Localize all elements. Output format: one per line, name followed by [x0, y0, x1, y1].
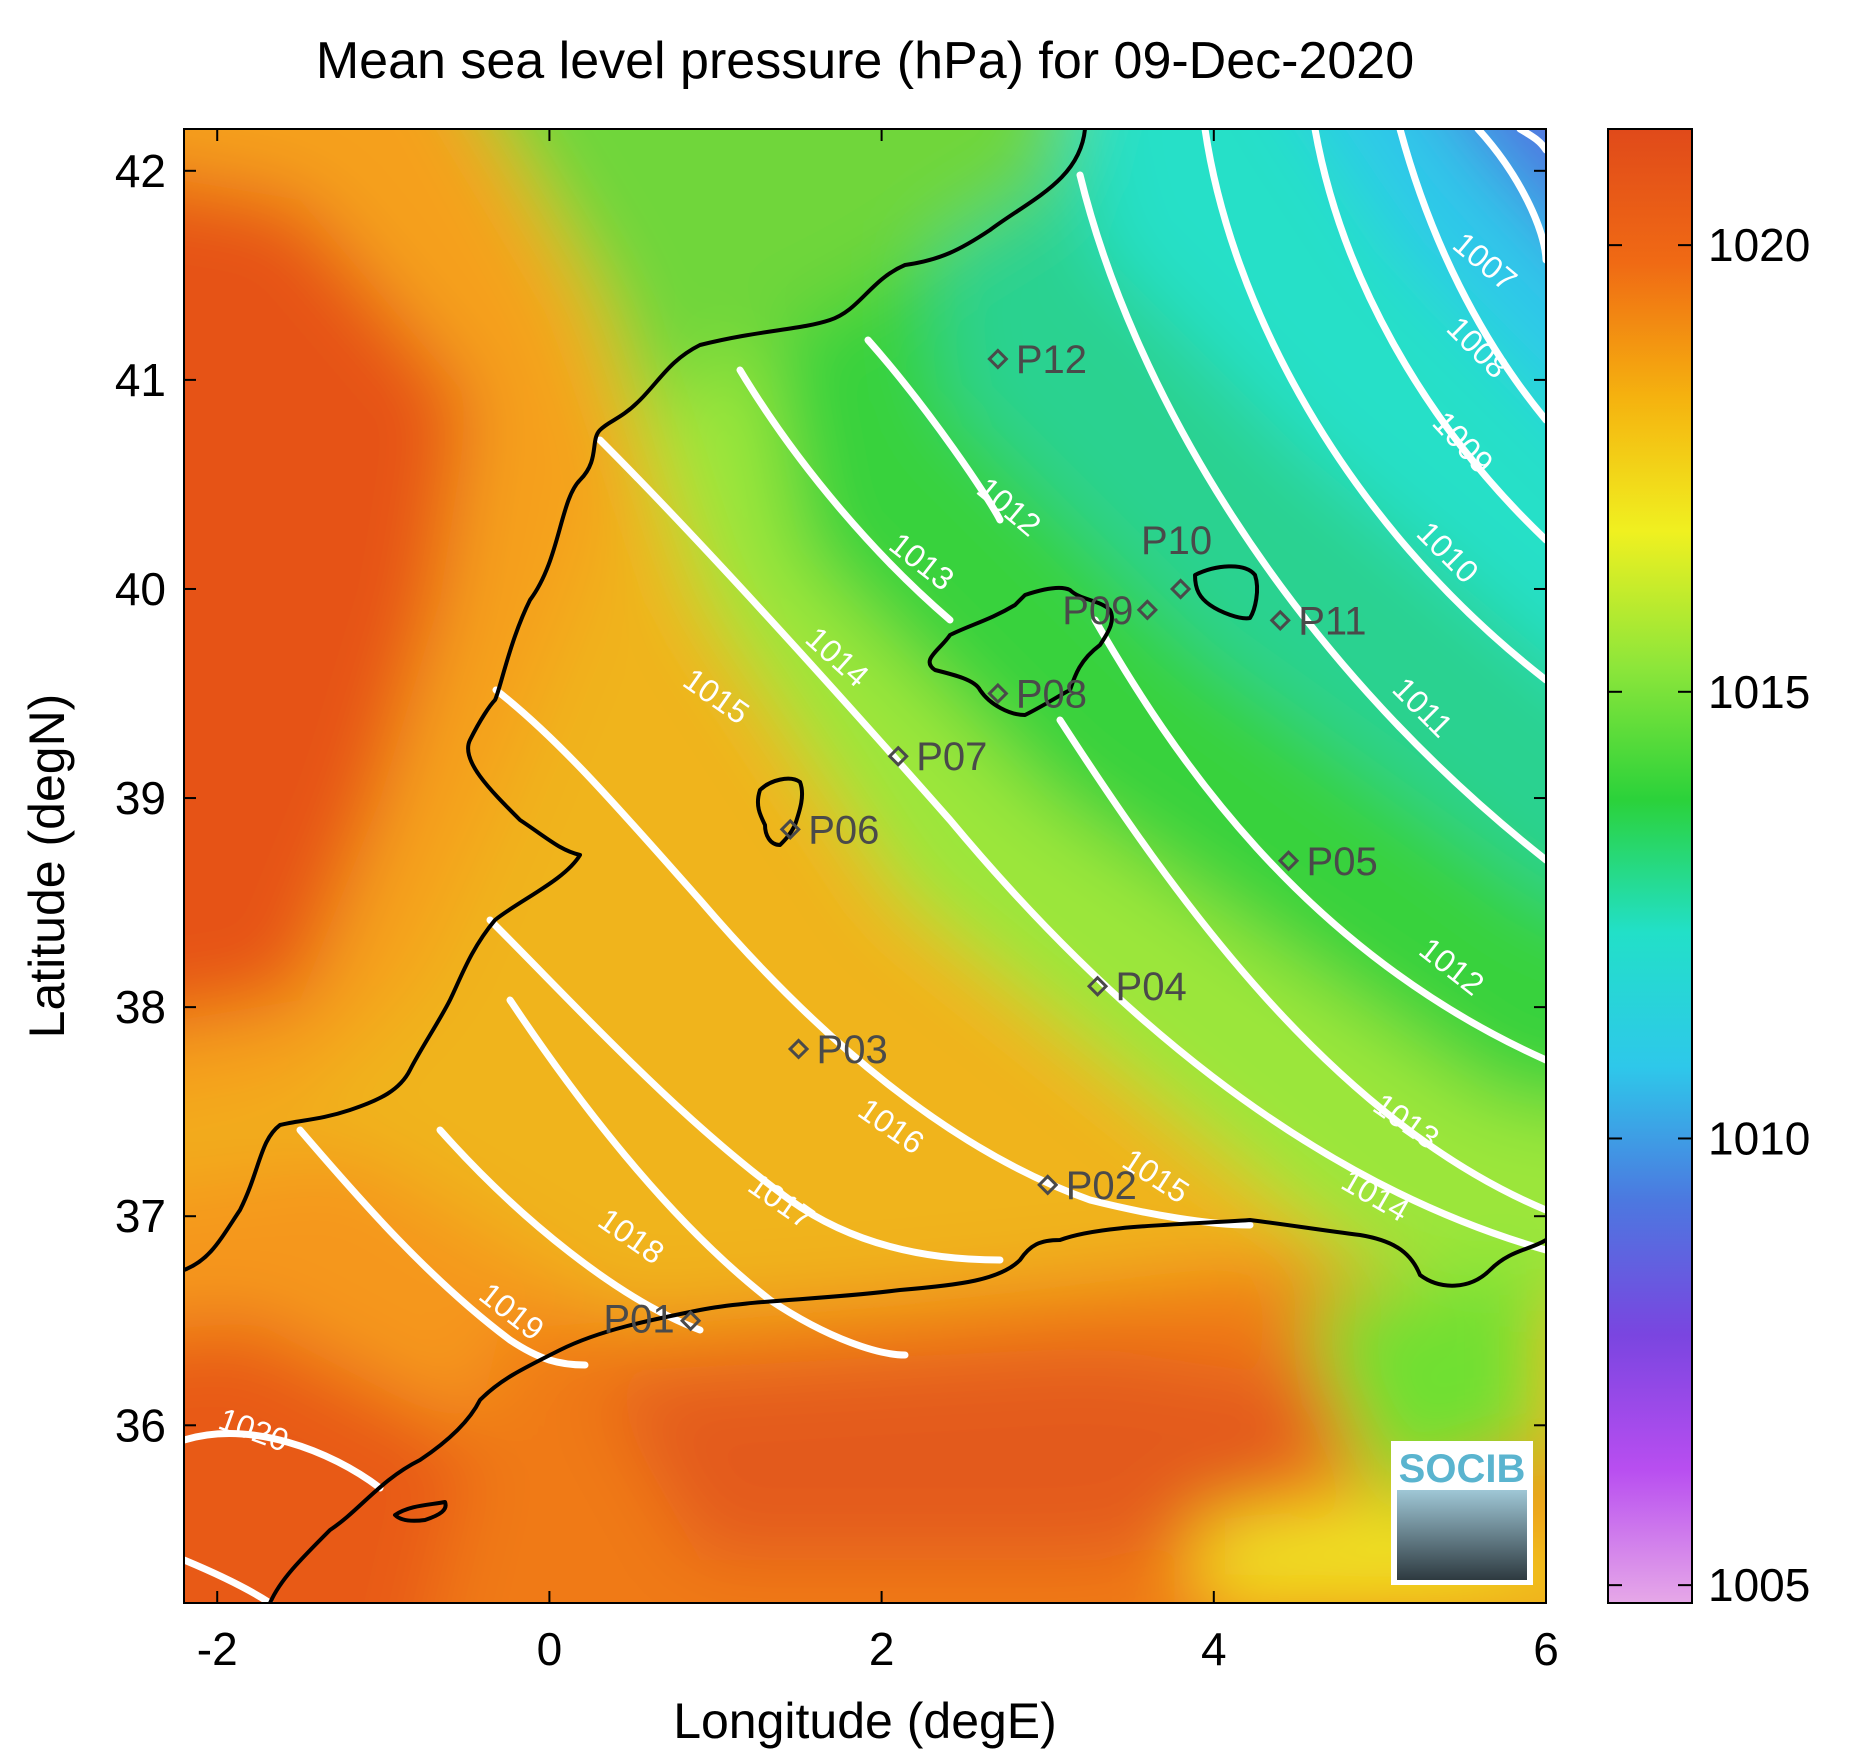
isobar-1017	[506, 996, 909, 1359]
isobar-1016	[486, 916, 1004, 1264]
isobar-1021	[184, 1556, 274, 1603]
station-label: P07	[916, 735, 987, 779]
station-marker	[1269, 609, 1291, 631]
station-label: P06	[808, 808, 879, 852]
station-marker	[987, 348, 1009, 370]
station-label: P02	[1066, 1164, 1137, 1208]
socib-logo-text: SOCIB	[1399, 1447, 1526, 1491]
isobar-contours	[184, 129, 1546, 1603]
socib-logo: SOCIB	[1391, 1441, 1533, 1585]
isobar-1012b	[1091, 616, 1546, 1064]
alboran-islet	[393, 1500, 448, 1523]
colorbar-tick-label: 1020	[1708, 219, 1810, 271]
isobar-1011	[1076, 171, 1546, 864]
station-label: P03	[817, 1028, 888, 1072]
station-marker	[1136, 599, 1158, 621]
coastlines	[184, 129, 1546, 1603]
colorbar-tick-label: 1015	[1708, 666, 1810, 718]
y-axis-label: Latitude (degN)	[19, 694, 75, 1039]
y-axis: 36 37 38 39 40 41 42	[115, 145, 1546, 1451]
isobar-1007b	[1516, 129, 1546, 154]
y-tick-label: 39	[115, 772, 166, 824]
map-title: Mean sea level pressure (hPa) for 09-Dec…	[316, 32, 1414, 90]
isobar-1013a	[736, 366, 954, 624]
station-marker	[987, 682, 1009, 705]
y-tick-label: 36	[115, 1399, 166, 1451]
colorbar: 1005 1010 1015 1020	[1607, 128, 1810, 1611]
station-marker	[1037, 1174, 1059, 1196]
isobar-1008	[1396, 129, 1546, 424]
isobar-1009	[1311, 129, 1546, 544]
isobar-1010	[1201, 129, 1546, 684]
station-marker	[1169, 578, 1192, 600]
x-tick-label: 2	[869, 1623, 895, 1675]
y-tick-label: 37	[115, 1190, 166, 1242]
isobar-1015	[492, 686, 1254, 1229]
x-axis: -2 0 2 4 6	[197, 129, 1559, 1675]
isobar-1014	[596, 436, 1546, 1254]
x-axis-label: Longitude (degE)	[673, 1693, 1057, 1749]
isobar-1020	[184, 1430, 384, 1492]
african-coast	[268, 1218, 1546, 1603]
isobar-1013b	[1056, 716, 1546, 1214]
y-tick-label: 38	[115, 981, 166, 1033]
colorbar-bar	[1607, 128, 1693, 1604]
station-marker	[779, 818, 801, 841]
y-tick-label: 40	[115, 563, 166, 615]
y-tick-label: 42	[115, 145, 166, 197]
majorca-coast	[927, 585, 1114, 717]
x-tick-label: 6	[1533, 1623, 1559, 1675]
station-marker	[1086, 975, 1109, 997]
station-label: P05	[1307, 840, 1378, 884]
station-label: P08	[1016, 673, 1087, 717]
station-marker	[787, 1038, 810, 1060]
station-label: P01	[603, 1298, 674, 1342]
station-label: P11	[1298, 599, 1366, 643]
station-label: P09	[1062, 589, 1133, 633]
isobar-1012a	[864, 336, 1004, 524]
colorbar-tick-label: 1010	[1708, 1112, 1810, 1164]
station-marker	[887, 745, 909, 767]
x-tick-label: -2	[197, 1623, 238, 1675]
isobar-1007	[1474, 129, 1546, 264]
station-marker	[679, 1310, 702, 1332]
colorbar-ticks: 1005 1010 1015 1020	[1608, 219, 1810, 1611]
isobar-1019	[296, 1126, 589, 1369]
station-label: P10	[1141, 519, 1212, 563]
station-label: P12	[1016, 338, 1087, 382]
colorbar-tick-label: 1005	[1708, 1559, 1810, 1611]
y-tick-label: 41	[115, 354, 166, 406]
iberian-coast	[184, 129, 1087, 1272]
minorca-coast	[1193, 564, 1260, 621]
station-label: P04	[1116, 965, 1187, 1009]
x-tick-label: 4	[1201, 1623, 1227, 1675]
map-frame	[183, 128, 1547, 1604]
x-tick-label: 0	[537, 1623, 563, 1675]
station-marker	[1277, 850, 1300, 872]
